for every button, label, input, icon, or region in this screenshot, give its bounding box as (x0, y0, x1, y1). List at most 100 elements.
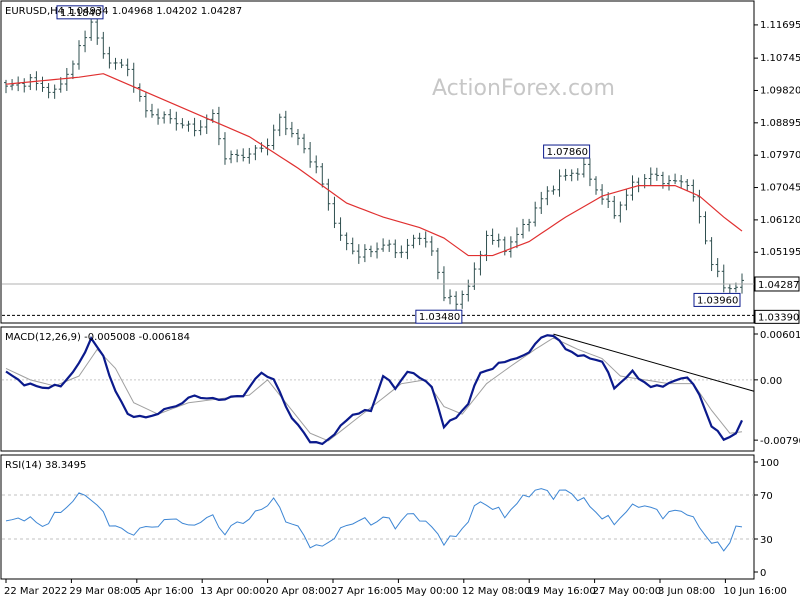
price-bar (119, 58, 124, 69)
price-bar (551, 185, 556, 195)
watermark: ActionForex.com (432, 76, 615, 101)
price-bar (618, 201, 623, 223)
price-bar (472, 262, 477, 290)
price-bar (514, 227, 519, 249)
price-bar (575, 168, 580, 181)
price-bar (107, 46, 112, 69)
price-bar (697, 189, 702, 224)
price-bar (393, 239, 398, 259)
price-bar (222, 132, 227, 165)
price-bar (387, 239, 392, 252)
price-annotation-box (543, 144, 591, 159)
price-bar (101, 31, 106, 59)
price-bar (229, 150, 234, 164)
price-bar (308, 141, 313, 168)
price-bar (709, 237, 714, 272)
price-bar (332, 196, 337, 229)
macd-panel-title: MACD(12,26,9) -0.005008 -0.006184 (5, 332, 190, 343)
price-bar (466, 279, 471, 302)
price-bar (247, 147, 252, 164)
price-annotation-label: 1.03960 (697, 295, 738, 306)
price-bar (521, 218, 526, 239)
price-bar (83, 30, 88, 53)
price-bar (58, 77, 63, 93)
price-panel-frame (0, 0, 755, 324)
price-bar (186, 120, 191, 132)
rsi-ytick-label: 70 (760, 491, 773, 502)
price-bar (581, 157, 586, 178)
x-tick-label: 19 May 16:00 (527, 586, 596, 597)
macd-line (5, 334, 743, 446)
price-bar (502, 236, 507, 256)
x-tick-label: 3 Jun 08:00 (658, 586, 715, 597)
price-bar (289, 121, 294, 138)
price-annotation-label: 1.03480 (419, 312, 460, 323)
price-bar (721, 264, 726, 293)
price-bar (22, 78, 27, 93)
price-bar (490, 228, 495, 245)
sma-line (5, 73, 743, 257)
price-chart: 1.11695 1.10745 1.09820 1.08895 1.07970 1.070… (2, 5, 800, 324)
x-tick-label: 27 May 00:00 (593, 586, 662, 597)
price-bar (448, 289, 453, 305)
price-bar (624, 188, 629, 211)
price-bar (235, 149, 240, 163)
price-bar (563, 168, 568, 181)
price-ytick-label: 1.05195 (760, 247, 800, 258)
price-bar (715, 258, 720, 278)
price-bar (654, 167, 659, 181)
price-bar (636, 177, 641, 193)
macd-ytick-label: 0.006012 (760, 330, 800, 341)
price-bar (405, 238, 410, 260)
price-ytick-label: 1.08895 (760, 118, 800, 129)
price-bar (344, 232, 349, 251)
price-bar (411, 234, 416, 249)
price-bar (271, 124, 276, 150)
price-ytick-label: 1.07045 (760, 183, 800, 194)
price-bar (478, 250, 483, 276)
price-bar (70, 60, 75, 80)
macd-panel-frame (0, 326, 755, 452)
price-bar (64, 67, 69, 91)
macd-ytick-label: -0.007907 (760, 436, 800, 447)
price-bar (545, 186, 550, 206)
rsi-ytick-label: 30 (760, 535, 773, 546)
price-bar (89, 16, 94, 41)
price-bar (131, 62, 136, 93)
price-annotation-label: 1.11840 (60, 8, 101, 19)
price-bar (423, 231, 428, 248)
price-bar (162, 111, 167, 124)
x-tick-label: 10 Jun 16:00 (723, 586, 787, 597)
price-bar (113, 57, 118, 70)
macd-trendline (553, 333, 755, 392)
x-tick-label: 22 Mar 2022 (4, 586, 67, 597)
price-ytick-label: 1.11695 (760, 20, 800, 31)
price-bar (685, 178, 690, 192)
current-price-box (754, 276, 800, 292)
price-bar (295, 128, 300, 146)
price-annotation: 1.03960 (693, 292, 741, 307)
price-bar (326, 178, 331, 211)
x-tick-label: 12 May 08:00 (462, 586, 531, 597)
price-bar (338, 217, 343, 241)
price-panel-title: EURUSD,H4 1.04934 1.04968 1.04202 1.0428… (5, 6, 242, 17)
price-bar (703, 211, 708, 245)
price-bar (539, 191, 544, 214)
x-tick-label: 13 Apr 00:00 (200, 586, 265, 597)
price-bar (429, 236, 434, 256)
price-annotation-box (56, 5, 104, 20)
price-bar (174, 111, 179, 131)
price-annotation: 1.11840 (56, 5, 104, 20)
macd-ytick-label: 0.00 (760, 376, 782, 387)
price-annotation: 1.07860 (543, 144, 591, 159)
price-bar (673, 173, 678, 185)
price-bar (277, 113, 282, 137)
price-ytick-label: 1.09820 (760, 85, 800, 96)
price-annotation: 1.03480 (415, 309, 463, 324)
price-ytick-label: 1.10745 (760, 53, 800, 64)
price-bar (679, 175, 684, 189)
price-bar (368, 245, 373, 258)
price-bar (149, 103, 154, 118)
price-bar (362, 244, 367, 263)
